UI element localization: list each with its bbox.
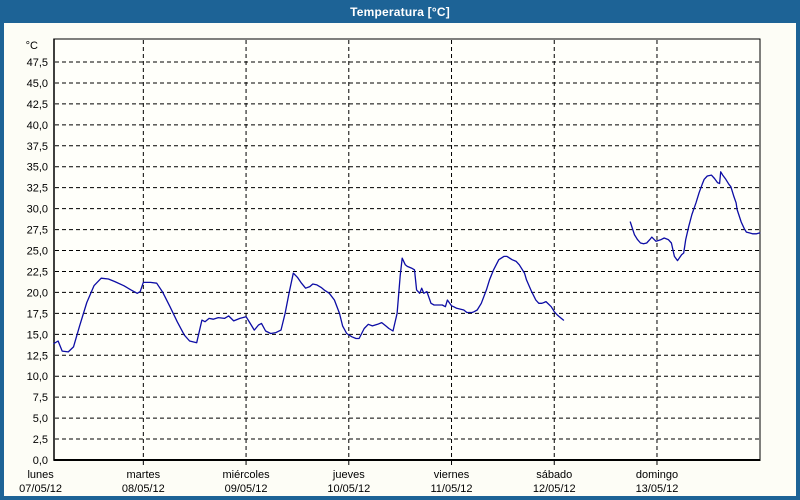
temperature-line [53, 171, 761, 353]
svg-text:0,0: 0,0 [33, 455, 48, 467]
svg-text:45,0: 45,0 [27, 78, 48, 90]
svg-text:5,0: 5,0 [33, 413, 48, 425]
svg-text:15,0: 15,0 [27, 329, 48, 341]
svg-text:25,0: 25,0 [27, 246, 48, 258]
date-label: 07/05/12 [19, 483, 62, 495]
window-title-bar: Temperatura [°C] [0, 0, 800, 23]
day-label: martes [127, 469, 161, 481]
svg-text:10,0: 10,0 [27, 371, 48, 383]
svg-text:30,0: 30,0 [27, 204, 48, 216]
svg-text:12,5: 12,5 [27, 350, 48, 362]
svg-text:37,5: 37,5 [27, 141, 48, 153]
date-label: 11/05/12 [431, 483, 473, 495]
date-label: 13/05/12 [636, 483, 679, 495]
plot-border [53, 38, 761, 461]
x-axis-labels: lunes 07/05/12 martes 08/05/12 miércoles 09/0… [19, 469, 678, 495]
date-label: 10/05/12 [327, 483, 370, 495]
day-label: lunes [27, 469, 54, 481]
date-label: 09/05/12 [225, 483, 268, 495]
date-label: 08/05/12 [122, 483, 165, 495]
svg-text:42,5: 42,5 [27, 99, 48, 111]
y-gridlines [55, 61, 759, 440]
day-label: miércoles [223, 469, 271, 481]
svg-text:32,5: 32,5 [27, 183, 48, 195]
svg-text:20,0: 20,0 [27, 287, 48, 299]
svg-text:2,5: 2,5 [33, 434, 48, 446]
svg-text:7,5: 7,5 [33, 392, 48, 404]
window-title: Temperatura [°C] [350, 4, 450, 19]
y-axis-unit-label: °C [26, 40, 38, 52]
day-label: sábado [536, 469, 572, 481]
svg-text:22,5: 22,5 [27, 266, 48, 278]
date-label: 12/05/12 [533, 483, 576, 495]
svg-text:17,5: 17,5 [27, 308, 48, 320]
temperature-series-segment [629, 171, 761, 262]
svg-text:40,0: 40,0 [27, 120, 48, 132]
y-axis-labels: 0,0 2,5 5,0 7,5 10,0 12,5 15,0 17,5 20,0 22,5 25,0… [26, 40, 48, 467]
plot-area [54, 39, 760, 460]
svg-text:35,0: 35,0 [27, 162, 48, 174]
day-label: jueves [332, 469, 365, 481]
chart-panel: 0,0 2,5 5,0 7,5 10,0 12,5 15,0 17,5 20,0 22,5 25,0… [4, 23, 796, 496]
svg-text:27,5: 27,5 [27, 225, 48, 237]
day-label: domingo [636, 469, 678, 481]
svg-text:47,5: 47,5 [27, 57, 48, 69]
day-label: viernes [434, 469, 470, 481]
temperature-series-segment [53, 255, 565, 353]
